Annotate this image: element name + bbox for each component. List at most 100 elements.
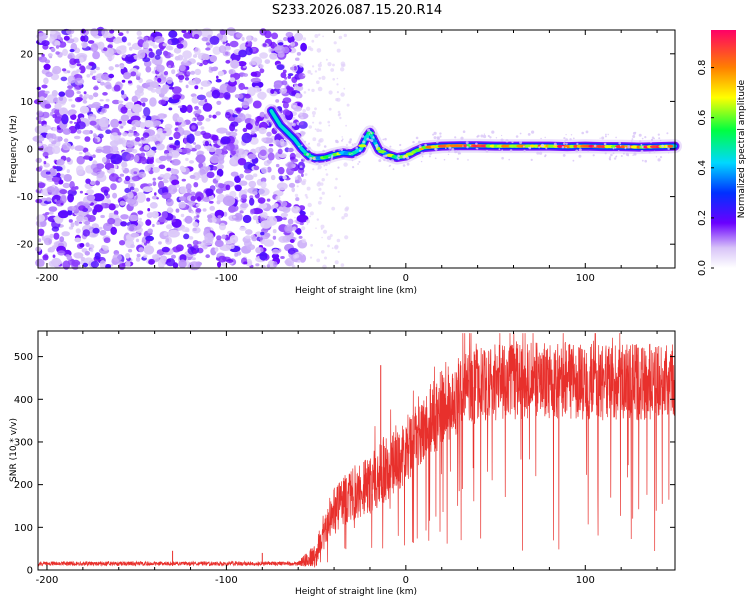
noise-blob bbox=[50, 47, 56, 53]
ridge-hotspot bbox=[358, 144, 367, 148]
noise-blob bbox=[211, 134, 219, 141]
noise-blob bbox=[175, 184, 180, 188]
noise-blob bbox=[266, 131, 272, 137]
ridge-speckle bbox=[620, 155, 623, 157]
noise-blob bbox=[182, 50, 192, 59]
noise-blob bbox=[297, 83, 303, 87]
noise-blob bbox=[67, 206, 77, 211]
ridge-speckle bbox=[530, 158, 533, 161]
noise-blob bbox=[54, 109, 61, 115]
noise-blob bbox=[161, 246, 170, 253]
colorbar: 0.0 0.2 0.4 0.6 0.8 Normalized spectral ampl… bbox=[697, 30, 747, 276]
noise-blob bbox=[274, 45, 285, 54]
ridge-speckle bbox=[357, 163, 359, 165]
ridge-speckle bbox=[666, 132, 669, 135]
noise-blob bbox=[43, 237, 53, 246]
noise-blob bbox=[60, 202, 64, 206]
noise-blob bbox=[173, 47, 182, 54]
ridge-speckle bbox=[544, 136, 546, 139]
noise-blob bbox=[50, 30, 56, 35]
ridge-speckle bbox=[338, 149, 340, 151]
noise-blob bbox=[54, 136, 63, 143]
noise-blob bbox=[96, 171, 104, 179]
noise-blob bbox=[301, 131, 306, 135]
noise-blob bbox=[149, 202, 158, 209]
noise-blob bbox=[121, 79, 126, 83]
ridge-speckle bbox=[650, 141, 652, 144]
noise-blob bbox=[125, 175, 131, 182]
noise-blob bbox=[321, 191, 325, 195]
noise-blob bbox=[337, 110, 341, 114]
noise-blob bbox=[322, 35, 324, 38]
noise-blob bbox=[285, 31, 294, 38]
noise-blob bbox=[250, 71, 258, 77]
noise-blob bbox=[331, 247, 334, 250]
noise-blob bbox=[149, 97, 157, 107]
noise-blob bbox=[172, 246, 181, 253]
noise-blob bbox=[294, 228, 302, 234]
ridge-speckle bbox=[420, 160, 423, 163]
ridge-speckle bbox=[477, 134, 480, 138]
ridge-speckle bbox=[632, 131, 636, 135]
noise-blob bbox=[312, 137, 317, 142]
ridge-speckle bbox=[569, 138, 572, 141]
noise-blob bbox=[120, 214, 129, 220]
ridge-speckle bbox=[498, 148, 501, 151]
noise-blob bbox=[167, 39, 173, 45]
ridge-speckle bbox=[528, 146, 530, 149]
noise-blob bbox=[46, 176, 52, 181]
noise-blob bbox=[85, 242, 90, 247]
ridge-speckle bbox=[349, 138, 353, 141]
noise-blob bbox=[137, 210, 144, 215]
noise-blob bbox=[258, 203, 268, 209]
x-tick-label: 100 bbox=[576, 273, 595, 284]
noise-blob bbox=[285, 258, 294, 267]
noise-blob bbox=[183, 233, 190, 240]
noise-blob bbox=[283, 36, 288, 42]
noise-blob bbox=[337, 113, 341, 117]
noise-blob bbox=[76, 155, 85, 165]
ridge-speckle bbox=[371, 125, 374, 128]
snr-y-label: SNR (10 * v/v) bbox=[9, 418, 19, 482]
noise-blob bbox=[229, 234, 239, 244]
spectrogram-ridge bbox=[264, 103, 682, 171]
noise-blob bbox=[199, 166, 209, 175]
noise-blob bbox=[212, 114, 217, 119]
noise-blob bbox=[242, 127, 248, 133]
noise-blob bbox=[59, 96, 64, 101]
ridge-speckle bbox=[361, 134, 365, 138]
ridge-speckle bbox=[466, 146, 469, 149]
noise-blob bbox=[191, 125, 196, 130]
noise-blob bbox=[297, 102, 301, 107]
noise-blob bbox=[293, 32, 304, 42]
noise-blob bbox=[301, 173, 304, 178]
noise-blob bbox=[314, 70, 318, 73]
noise-blob bbox=[152, 177, 156, 181]
noise-blob bbox=[135, 256, 141, 262]
ridge-speckle bbox=[301, 144, 303, 146]
ridge-speckle bbox=[593, 144, 597, 148]
noise-blob bbox=[156, 221, 160, 225]
ridge-speckle bbox=[640, 143, 643, 146]
noise-blob bbox=[92, 101, 101, 108]
noise-blob bbox=[346, 103, 350, 107]
ridge-speckle bbox=[576, 142, 579, 145]
noise-blob bbox=[292, 226, 297, 231]
noise-blob bbox=[151, 120, 162, 126]
noise-blob bbox=[143, 254, 148, 259]
noise-blob bbox=[178, 259, 187, 269]
y-tick-label: -10 bbox=[17, 192, 33, 203]
noise-blob bbox=[261, 228, 269, 234]
noise-blob bbox=[316, 258, 321, 263]
noise-blob bbox=[269, 48, 275, 52]
ridge-speckle bbox=[434, 148, 437, 151]
noise-blob bbox=[112, 253, 123, 262]
noise-blob bbox=[118, 120, 122, 124]
ridge-speckle bbox=[428, 155, 431, 158]
noise-blob bbox=[255, 263, 260, 267]
noise-blob bbox=[273, 43, 278, 47]
noise-blob bbox=[122, 132, 128, 137]
noise-blob bbox=[59, 107, 68, 116]
noise-blob bbox=[38, 126, 47, 133]
noise-blob bbox=[209, 205, 215, 211]
